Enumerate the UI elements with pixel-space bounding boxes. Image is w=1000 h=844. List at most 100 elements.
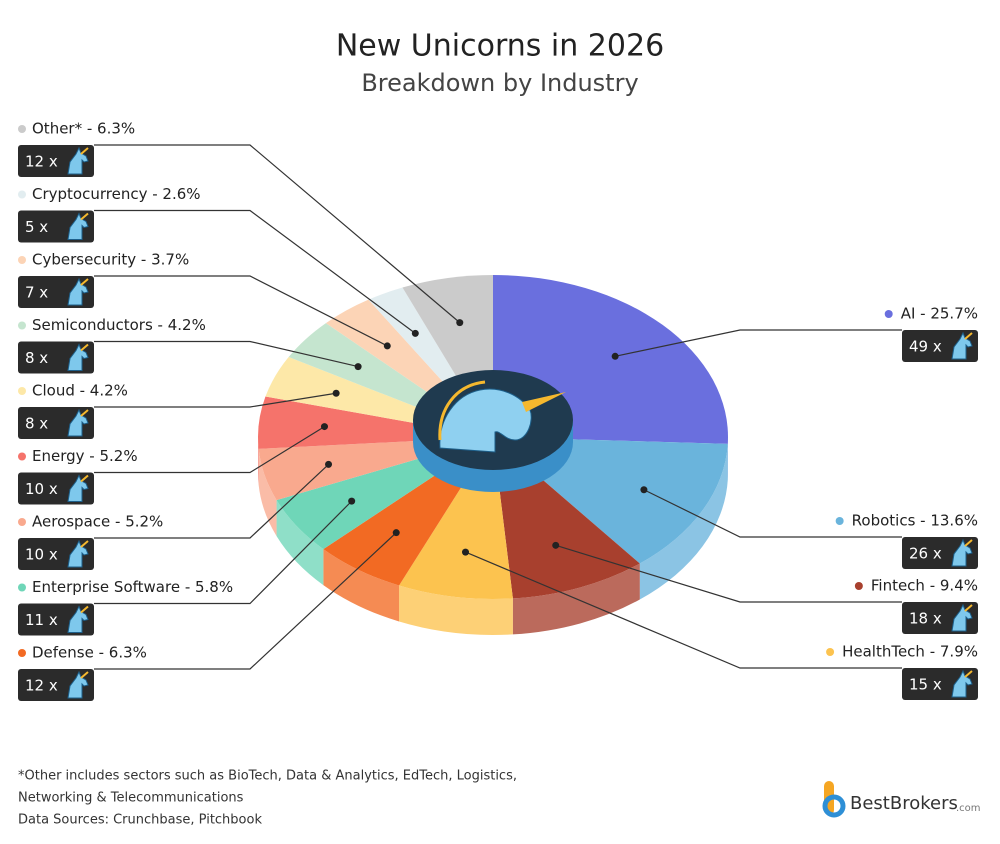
leader-line — [643, 489, 902, 538]
count-label: 7 x — [25, 284, 48, 302]
slice-label: Robotics - 13.6% — [852, 512, 978, 530]
leader-dot — [640, 486, 648, 494]
count-badge: 10 x — [18, 472, 94, 505]
unicorn-icon — [67, 277, 89, 306]
count-badge: 8 x — [18, 341, 94, 374]
count-badge: 26 x — [902, 537, 978, 569]
leader-line — [94, 340, 359, 368]
slice-side — [399, 585, 513, 635]
legend-dot — [18, 583, 26, 592]
horn — [80, 605, 89, 614]
count-label: 10 x — [25, 480, 58, 498]
chart-title: New Unicorns in 2026 — [336, 29, 664, 64]
legend-dot — [884, 310, 893, 318]
leader-line — [615, 329, 902, 357]
leader-dot — [332, 389, 340, 397]
disc-horn — [522, 392, 566, 412]
slice-side — [639, 443, 728, 600]
logo-suffix: .com — [956, 803, 981, 814]
horn — [80, 409, 89, 417]
slice-label: Enterprise Software - 5.8% — [32, 578, 233, 596]
leader-line — [94, 532, 397, 670]
count-label: 18 x — [909, 610, 942, 628]
leader-dot — [320, 423, 328, 431]
leader-line — [94, 144, 461, 324]
legend-dot — [18, 649, 26, 657]
leader-line — [94, 392, 337, 408]
slice-label: AI - 25.7% — [901, 305, 978, 323]
chart-subtitle: Breakdown by Industry — [361, 69, 638, 97]
legend-dot — [826, 648, 835, 656]
legend-dot — [835, 517, 844, 525]
leader-dot — [392, 529, 400, 537]
horn — [80, 474, 89, 483]
leader-line — [465, 551, 902, 669]
unicorn-icon — [951, 538, 973, 567]
footnote: Networking & Telecommunications — [18, 791, 244, 806]
legend-dot — [18, 256, 26, 264]
count-label: 5 x — [25, 218, 48, 236]
legend-dot — [18, 518, 26, 526]
slice-label: Other* - 6.3% — [32, 120, 135, 138]
leader-dot — [383, 342, 391, 350]
count-label: 10 x — [25, 546, 58, 564]
count-badge: 18 x — [902, 602, 978, 634]
count-label: 26 x — [909, 545, 942, 563]
horn — [964, 670, 973, 678]
count-label: 11 x — [25, 611, 58, 629]
unicorn-icon — [951, 669, 973, 698]
unicorn-icon — [67, 212, 89, 240]
leaders — [94, 144, 902, 670]
horn — [80, 540, 89, 548]
slice-label: Cloud - 4.2% — [32, 382, 128, 400]
legend-dot — [854, 582, 863, 590]
leader-line — [94, 275, 388, 347]
count-badge: 12 x — [18, 669, 94, 701]
count-label: 49 x — [909, 338, 942, 356]
count-label: 8 x — [25, 415, 48, 433]
count-label: 8 x — [25, 349, 48, 367]
unicorn-icon — [67, 605, 89, 633]
leader-dot — [611, 352, 619, 360]
count-badge: 49 x — [902, 330, 978, 362]
horn — [964, 604, 973, 612]
logo-text: BestBrokers — [850, 793, 958, 814]
leader-dot — [462, 548, 470, 556]
leader-line — [94, 500, 353, 605]
horn — [80, 212, 89, 221]
slice-label: Fintech - 9.4% — [871, 577, 978, 595]
logo: BestBrokers .com — [822, 781, 981, 818]
center-disc — [413, 370, 573, 492]
unicorn-icon — [67, 408, 89, 437]
slice-label: Energy - 5.2% — [32, 447, 138, 465]
count-badge: 12 x — [18, 145, 94, 177]
legend-dot — [18, 321, 26, 330]
leader-line — [94, 209, 416, 334]
unicorn-icon — [951, 331, 973, 360]
slice-side — [276, 500, 324, 586]
unicorn-icon — [67, 670, 89, 699]
leader-dot — [348, 497, 356, 505]
unicorn-icon — [951, 603, 973, 632]
slice-label: Cryptocurrency - 2.6% — [32, 185, 201, 203]
horn — [80, 343, 89, 352]
legend-dot — [18, 190, 26, 199]
slice-side — [258, 437, 259, 485]
legend-dot — [18, 125, 26, 133]
horn — [80, 147, 89, 155]
footnote: *Other includes sectors such as BioTech,… — [18, 769, 517, 784]
count-badge: 10 x — [18, 538, 94, 570]
leader-dot — [411, 329, 419, 337]
slice-label: HealthTech - 7.9% — [842, 643, 978, 661]
slice-side — [323, 549, 400, 622]
legend-dot — [18, 387, 26, 395]
logo-ring — [822, 794, 846, 818]
unicorn-icon — [67, 343, 89, 371]
slice-label: Defense - 6.3% — [32, 644, 147, 662]
legend-dot — [18, 452, 26, 461]
count-badge: 11 x — [18, 603, 94, 636]
slice-side — [258, 448, 277, 537]
unicorn-icon — [67, 474, 89, 502]
horn — [80, 278, 89, 286]
